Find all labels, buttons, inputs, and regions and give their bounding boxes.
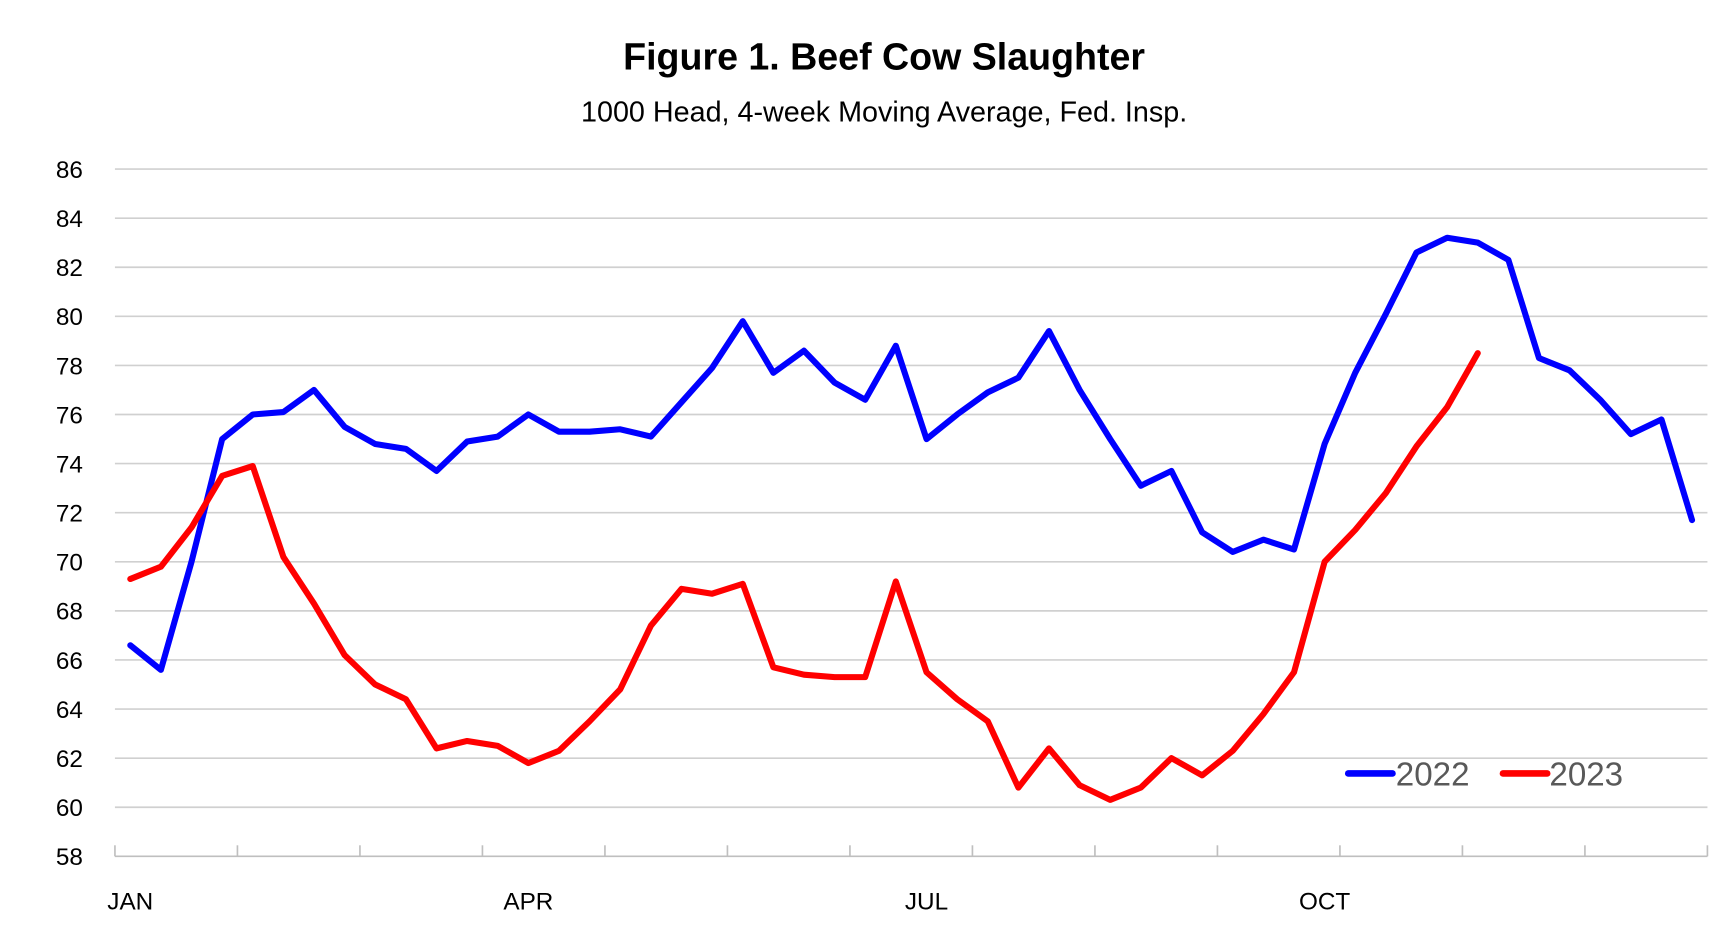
y-tick-label: 64 xyxy=(56,697,83,724)
y-tick-label: 66 xyxy=(56,648,83,675)
legend-label-2022: 2022 xyxy=(1396,757,1470,794)
series-line-2022 xyxy=(127,234,1696,673)
x-tick-label-apr: APR xyxy=(503,888,553,915)
y-tick-label: 74 xyxy=(56,451,83,478)
x-tick-label-oct: OCT xyxy=(1299,888,1350,915)
x-tick-label-jan: JAN xyxy=(107,888,153,915)
y-tick-label: 80 xyxy=(56,304,83,331)
y-tick-label: 72 xyxy=(56,501,83,528)
y-tick-label: 78 xyxy=(56,353,83,380)
x-axis-ticks: JAN APR JUL OCT xyxy=(107,888,1350,915)
series-lines xyxy=(127,234,1696,803)
y-tick-label: 60 xyxy=(56,795,83,822)
y-tick-label: 82 xyxy=(56,255,83,282)
y-tick-label: 62 xyxy=(56,746,83,773)
legend-label-2023: 2023 xyxy=(1549,757,1623,794)
chart-subtitle: 1000 Head, 4-week Moving Average, Fed. I… xyxy=(581,97,1187,129)
y-tick-label: 68 xyxy=(56,599,83,626)
y-axis-ticks: 58 60 62 64 66 68 70 72 74 76 78 80 82 84 86 xyxy=(56,157,83,871)
series-line-2023 xyxy=(127,350,1481,803)
gridlines xyxy=(114,168,1709,858)
y-tick-label: 86 xyxy=(56,157,83,184)
x-tick-label-jul: JUL xyxy=(905,888,948,915)
legend: 2022 2023 xyxy=(1344,757,1623,794)
y-tick-label: 76 xyxy=(56,402,83,429)
y-tick-label: 70 xyxy=(56,550,83,577)
chart-title: Figure 1. Beef Cow Slaughter xyxy=(623,36,1145,78)
y-tick-label: 58 xyxy=(56,844,83,871)
y-tick-label: 84 xyxy=(56,206,83,233)
